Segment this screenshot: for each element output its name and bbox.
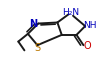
Text: NH: NH <box>83 21 97 30</box>
Text: O: O <box>83 41 91 51</box>
Text: H₂N: H₂N <box>62 8 79 17</box>
Text: S: S <box>34 43 41 53</box>
Text: N: N <box>29 18 38 29</box>
